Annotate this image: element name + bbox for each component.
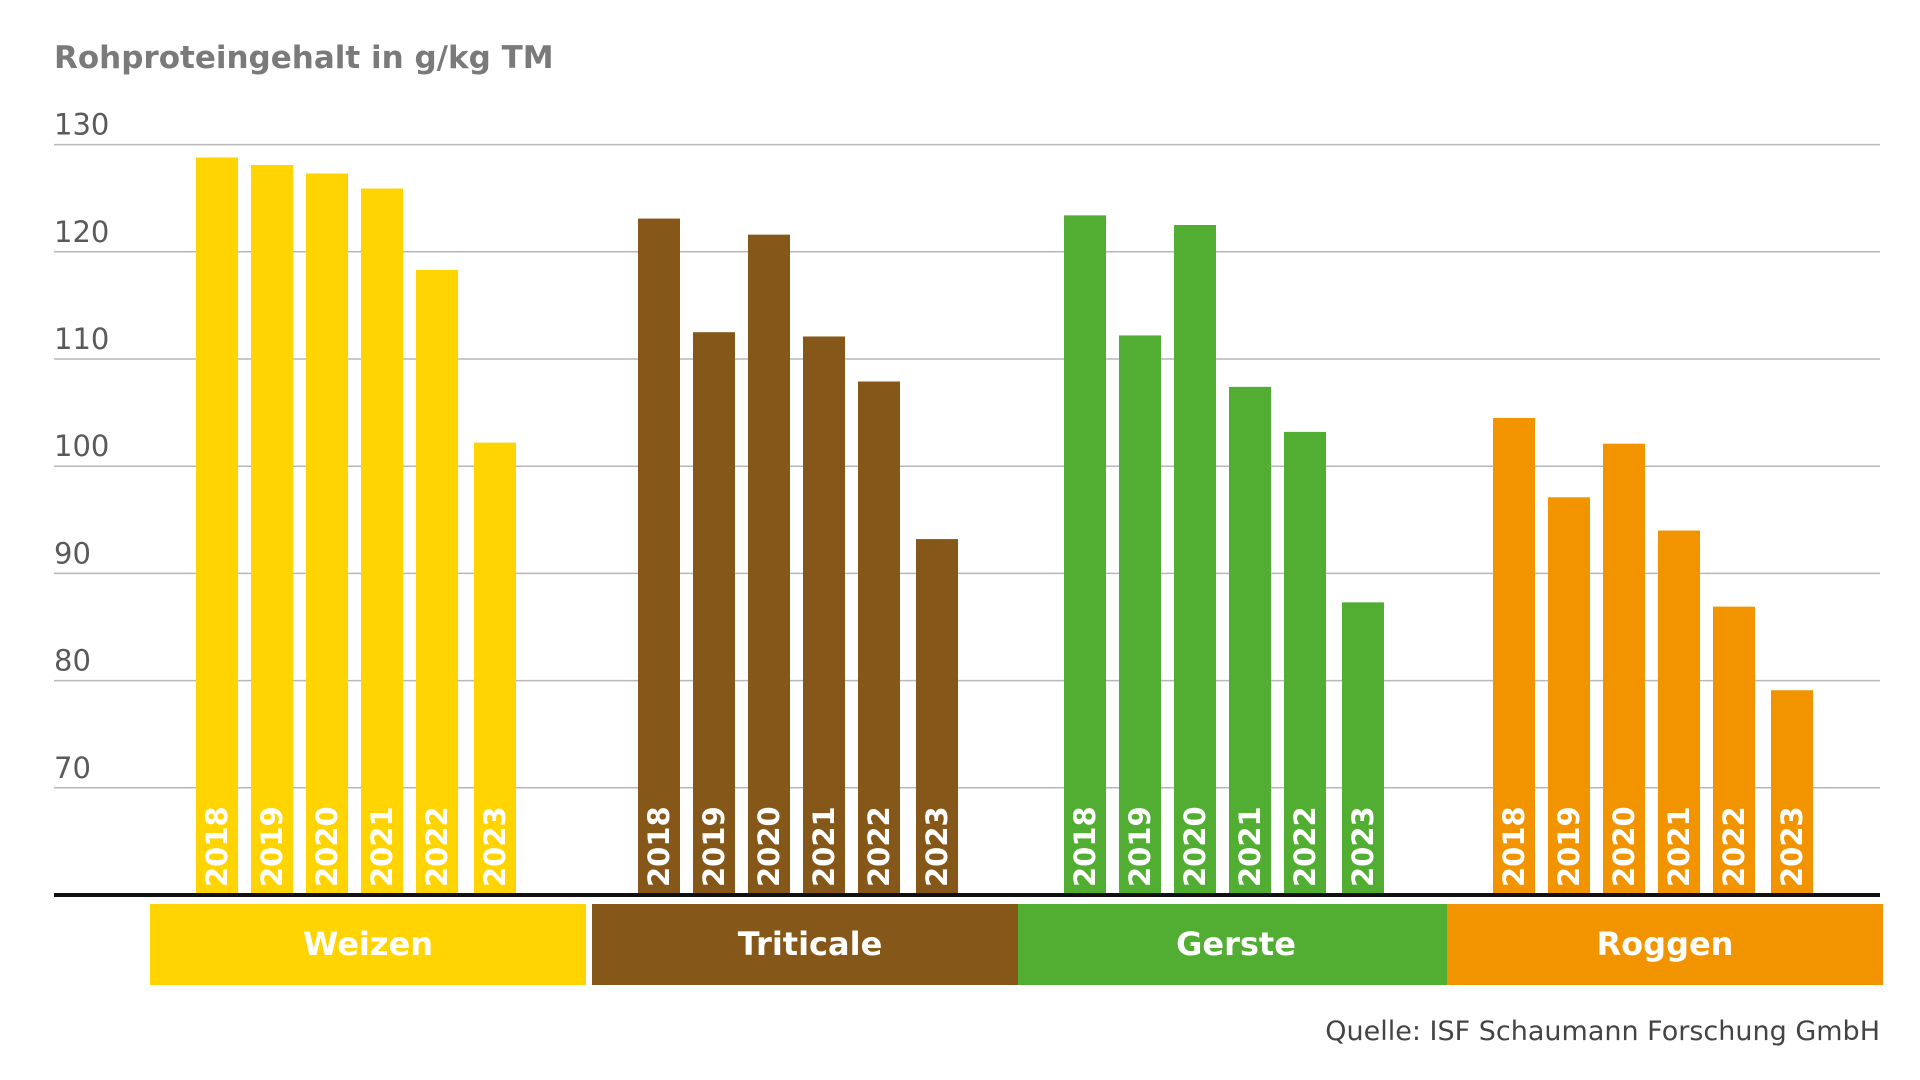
bar-roggen-2022: [1713, 606, 1755, 895]
bar-year-label: 2022: [862, 806, 896, 887]
bar-year-label: 2023: [478, 806, 512, 887]
bar-weizen-2019: [251, 164, 293, 895]
bar-year-label: 2018: [1068, 806, 1102, 887]
bar-triticale-2019: [693, 332, 735, 895]
y-tick-label: 70: [54, 751, 91, 785]
bar-triticale-2020: [748, 234, 790, 895]
group-label-roggen: Roggen: [1597, 925, 1734, 963]
group-label-weizen: Weizen: [303, 925, 433, 963]
bars: 2018 2019 2020 2021 2022 2023 2018 2019 2020 2021…: [196, 157, 1813, 896]
bar-year-label: 2019: [1552, 806, 1586, 887]
bar-roggen-2021: [1658, 530, 1700, 895]
bar-year-label: 2021: [1233, 806, 1267, 887]
bar-roggen-2019: [1548, 497, 1590, 895]
bar-gerste-2022: [1284, 431, 1326, 895]
y-tick-label: 130: [54, 108, 109, 142]
bar-gerste-2020: [1174, 225, 1216, 895]
bar-year-label: 2020: [1178, 806, 1212, 887]
y-tick-labels: 70 80 90 100 110 120 130: [54, 108, 109, 785]
bar-year-label: 2022: [420, 806, 454, 887]
group-labels: Weizen Triticale Gerste Roggen: [150, 904, 1883, 985]
bar-year-label: 2020: [310, 806, 344, 887]
group-label-triticale: Triticale: [738, 925, 883, 963]
group-band-triticale: [592, 904, 1028, 985]
bar-weizen-2023: [474, 442, 516, 895]
y-tick-label: 100: [54, 429, 109, 463]
group-band-weizen: [150, 904, 586, 985]
bar-gerste-2021: [1229, 386, 1271, 895]
bar-weizen-2018: [196, 157, 238, 896]
bar-roggen-2023: [1771, 690, 1813, 895]
y-tick-label: 90: [54, 536, 91, 570]
bar-triticale-2023: [916, 539, 958, 895]
bar-roggen-2018: [1493, 417, 1535, 895]
group-band-roggen: [1447, 904, 1883, 985]
bar-year-label: 2019: [255, 806, 289, 887]
bar-year-label: 2023: [1775, 806, 1809, 887]
bar-year-label: 2018: [200, 806, 234, 887]
bar-gerste-2023: [1342, 602, 1384, 895]
bar-gerste-2019: [1119, 335, 1161, 895]
gridlines: [54, 143, 1880, 789]
y-tick-label: 120: [54, 215, 109, 249]
bar-year-label: 2022: [1288, 806, 1322, 887]
bar-year-label: 2022: [1717, 806, 1751, 887]
bar-year-label: 2020: [1607, 806, 1641, 887]
source-note: Quelle: ISF Schaumann Forschung GmbH: [1325, 1016, 1880, 1047]
bar-weizen-2020: [306, 173, 348, 895]
bar-roggen-2020: [1603, 443, 1645, 895]
bar-gerste-2018: [1064, 215, 1106, 896]
y-axis-title: Rohproteingehalt in g/kg TM: [54, 40, 554, 76]
bar-year-label: 2021: [365, 806, 399, 887]
bar-triticale-2018: [638, 218, 680, 895]
bar-year-label: 2021: [1662, 806, 1696, 887]
bar-year-label: 2018: [642, 806, 676, 887]
bar-year-label: 2020: [752, 806, 786, 887]
bar-triticale-2022: [858, 381, 900, 896]
bar-year-label: 2018: [1497, 806, 1531, 887]
bar-year-label: 2023: [920, 806, 954, 887]
bar-year-label: 2019: [697, 806, 731, 887]
bar-year-label: 2023: [1346, 806, 1380, 887]
bar-weizen-2022: [416, 270, 458, 895]
y-tick-label: 80: [54, 644, 91, 678]
bar-weizen-2021: [361, 188, 403, 895]
y-tick-label: 110: [54, 322, 109, 356]
group-band-gerste: [1018, 904, 1454, 985]
bar-year-label: 2019: [1123, 806, 1157, 887]
group-label-gerste: Gerste: [1176, 925, 1296, 963]
bar-triticale-2021: [803, 336, 845, 895]
bar-year-label: 2021: [807, 806, 841, 887]
